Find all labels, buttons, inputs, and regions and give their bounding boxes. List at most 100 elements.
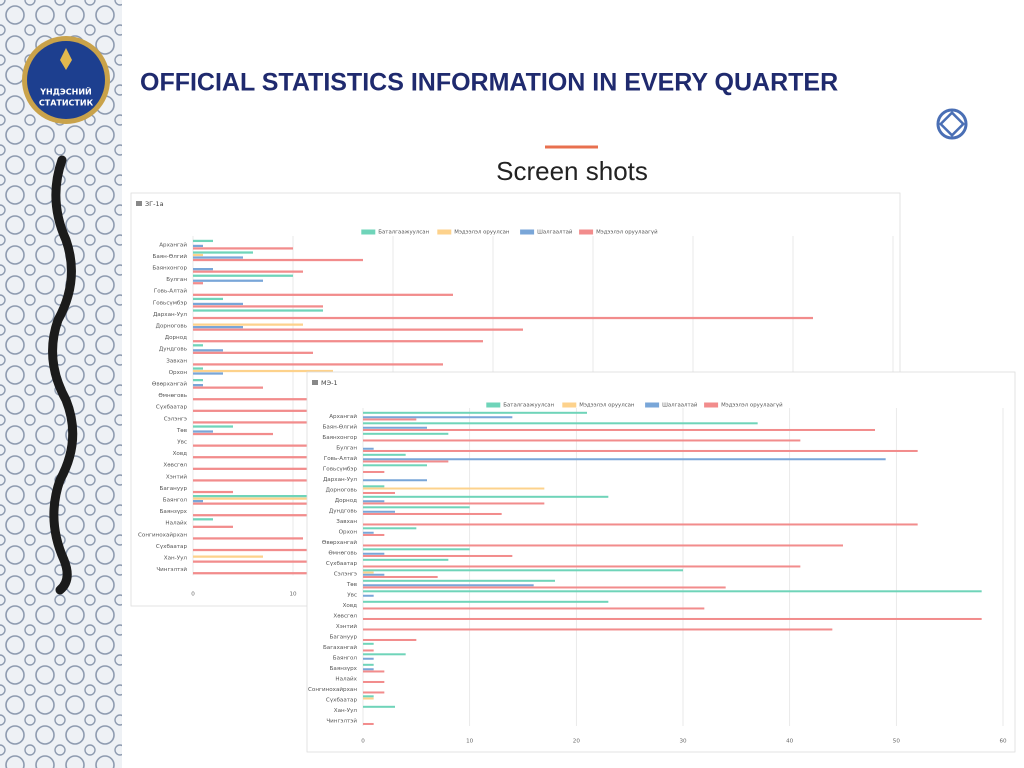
bar bbox=[363, 411, 587, 414]
y-tick-label: Өмнөговь bbox=[328, 550, 357, 556]
logo-text: ҮНДЭСНИЙ bbox=[39, 86, 91, 97]
bar bbox=[363, 705, 395, 708]
bar bbox=[363, 691, 385, 694]
y-tick-label: Сонгинохайрхан bbox=[138, 531, 187, 538]
bar bbox=[193, 256, 243, 259]
bar bbox=[193, 239, 213, 243]
bar bbox=[193, 514, 333, 517]
bar bbox=[363, 695, 374, 698]
bar bbox=[363, 416, 513, 419]
bar bbox=[193, 444, 353, 447]
bar bbox=[193, 244, 203, 248]
bar bbox=[363, 649, 374, 652]
y-tick-label: Багануур bbox=[330, 634, 358, 640]
legend-swatch bbox=[361, 229, 376, 235]
bar bbox=[363, 460, 449, 463]
bar bbox=[363, 447, 374, 450]
bar bbox=[363, 722, 374, 725]
bar bbox=[363, 697, 374, 700]
y-tick-label: Дорноговь bbox=[326, 487, 357, 493]
bar bbox=[193, 537, 303, 540]
bar bbox=[363, 495, 609, 498]
bar bbox=[363, 502, 545, 505]
y-tick-label: Дархан-Уул bbox=[323, 477, 357, 483]
bar bbox=[193, 270, 303, 273]
bar bbox=[193, 316, 813, 320]
bar bbox=[363, 642, 374, 645]
bar bbox=[363, 579, 555, 582]
y-tick-label: Завхан bbox=[166, 358, 187, 364]
y-tick-label: Баянгол bbox=[163, 498, 188, 504]
y-tick-label: Сэлэнгэ bbox=[334, 571, 357, 577]
y-tick-label: Налайх bbox=[335, 675, 357, 682]
bar bbox=[193, 525, 233, 528]
legend-label: Шалгаалтай bbox=[662, 402, 698, 409]
bar bbox=[193, 293, 453, 296]
bar bbox=[363, 571, 374, 574]
y-tick-label: Баянзүрх bbox=[330, 666, 358, 672]
y-tick-label: Сонгинохайрхан bbox=[308, 686, 357, 693]
y-tick-label: Баянхонгор bbox=[152, 266, 187, 272]
logo bbox=[27, 41, 105, 119]
y-tick-label: Төв bbox=[346, 582, 357, 588]
knot-icon bbox=[936, 108, 968, 140]
bar bbox=[363, 590, 982, 593]
bar bbox=[363, 552, 385, 555]
bar bbox=[363, 558, 449, 561]
bar bbox=[193, 379, 203, 382]
y-tick-label: Хэнтий bbox=[166, 473, 187, 480]
y-tick-label: Сүхбаатар bbox=[156, 405, 188, 411]
bar bbox=[363, 449, 918, 452]
chart-title: ЗГ-1а bbox=[145, 200, 164, 208]
y-tick-label: Хөвсгөл bbox=[333, 613, 357, 619]
y-tick-label: Баянзүрх bbox=[160, 509, 188, 515]
bar bbox=[193, 369, 333, 373]
bar bbox=[363, 607, 705, 610]
y-tick-label: Говьсүмбэр bbox=[153, 300, 188, 306]
legend-swatch bbox=[704, 402, 719, 408]
bar bbox=[363, 594, 374, 597]
bar bbox=[363, 573, 385, 576]
bar bbox=[363, 432, 449, 435]
y-tick-label: Увс bbox=[347, 592, 357, 598]
y-tick-label: Хан-Уул bbox=[164, 556, 188, 562]
bar bbox=[193, 323, 303, 326]
bar bbox=[193, 367, 203, 370]
bar bbox=[193, 555, 263, 558]
bar bbox=[363, 628, 833, 631]
y-tick-label: Багахангай bbox=[323, 644, 357, 651]
bar bbox=[193, 409, 393, 412]
bar bbox=[193, 340, 483, 343]
bar bbox=[193, 495, 323, 498]
bar bbox=[363, 584, 534, 587]
bar bbox=[193, 349, 223, 352]
bar bbox=[363, 487, 545, 490]
y-tick-label: Хөвсгөл bbox=[163, 463, 187, 469]
y-tick-label: Дорноговь bbox=[156, 324, 187, 330]
bar bbox=[193, 258, 363, 262]
bar bbox=[363, 548, 470, 551]
bar bbox=[363, 523, 918, 526]
bar bbox=[363, 663, 374, 666]
bar bbox=[193, 305, 323, 308]
legend-label: Мэдээлэл оруулсан bbox=[579, 403, 635, 409]
bar bbox=[363, 565, 801, 568]
bar bbox=[193, 363, 443, 366]
bar bbox=[363, 439, 801, 442]
y-tick-label: Чингэлтэй bbox=[326, 717, 357, 724]
bar bbox=[363, 464, 427, 467]
y-tick-label: Говь-Алтай bbox=[324, 455, 358, 462]
y-tick-label: Сүхбаатар bbox=[326, 697, 358, 703]
bar bbox=[193, 502, 383, 505]
legend-swatch bbox=[437, 229, 452, 235]
y-tick-label: Хан-Уул bbox=[334, 708, 358, 714]
chart-icon bbox=[312, 380, 318, 385]
bar bbox=[193, 253, 203, 257]
x-tick-label: 30 bbox=[679, 739, 687, 745]
x-tick-label: 40 bbox=[786, 739, 794, 745]
bar bbox=[193, 247, 293, 250]
y-tick-label: Говьсүмбэр bbox=[323, 466, 358, 472]
y-tick-label: Дорнод bbox=[335, 498, 357, 504]
bar bbox=[363, 422, 758, 425]
y-tick-label: Өвөрхангай bbox=[322, 539, 357, 546]
